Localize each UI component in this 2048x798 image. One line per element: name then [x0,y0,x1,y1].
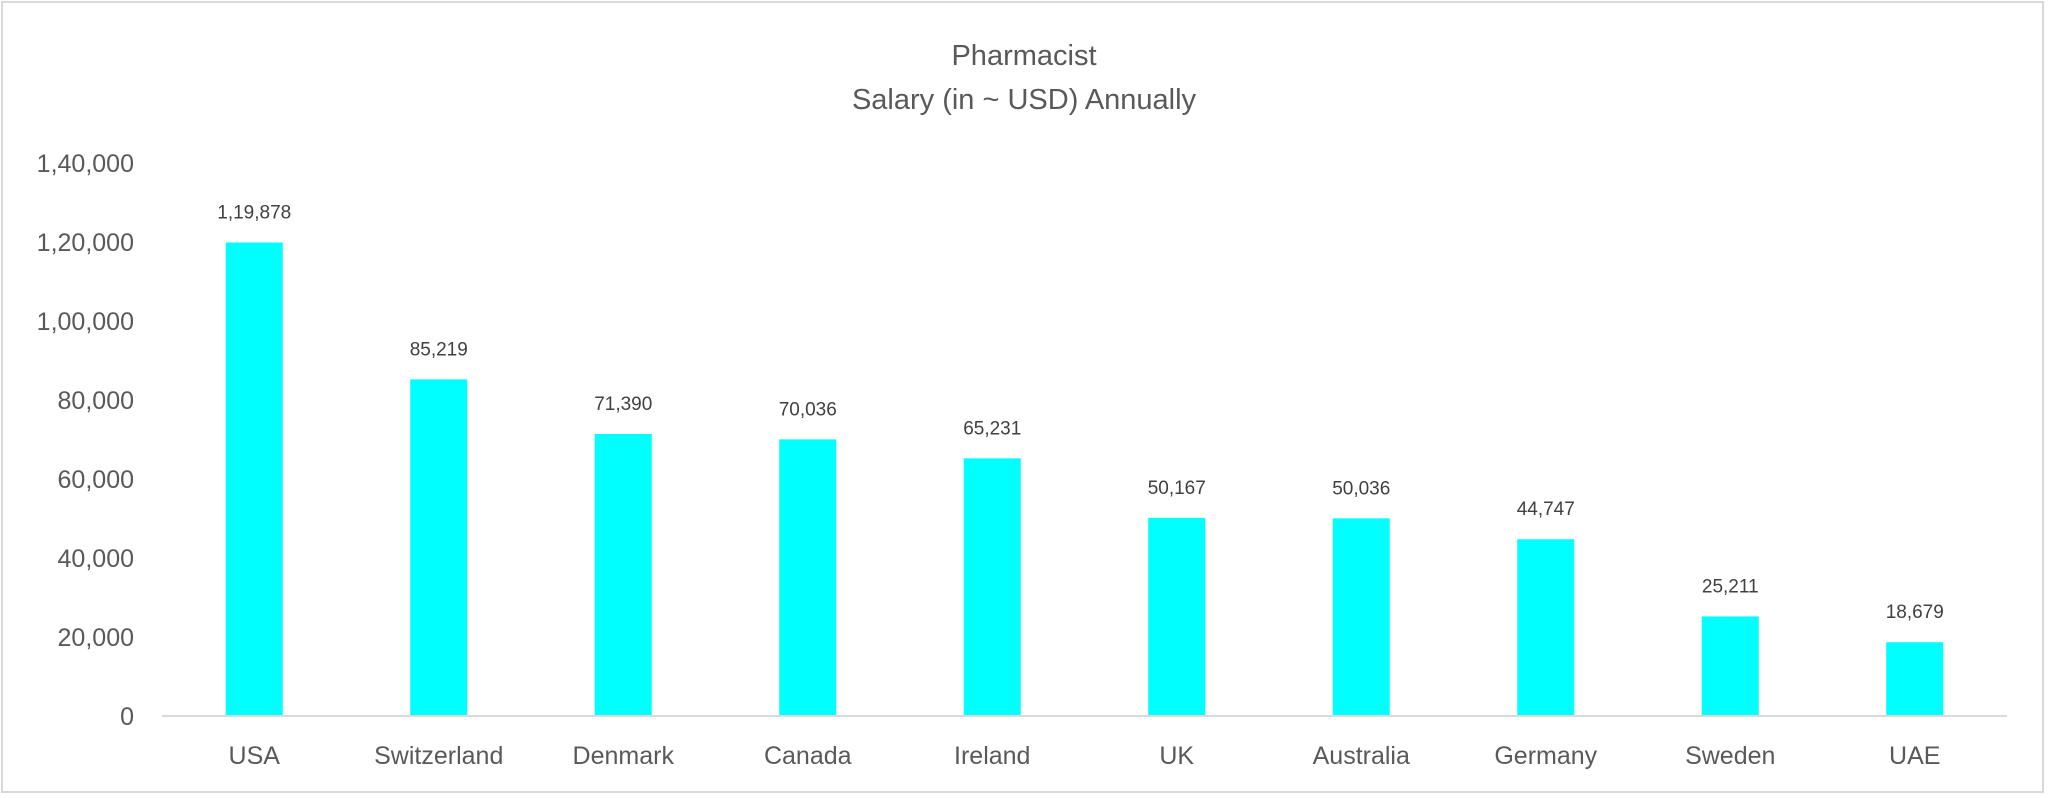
data-label: 25,211 [1702,576,1759,597]
bar-uae [1886,642,1944,716]
x-tick-label: Canada [764,742,852,770]
data-label: 65,231 [963,418,1021,439]
data-label: 50,036 [1332,478,1390,499]
y-tick-label: 1,00,000 [37,308,134,336]
y-tick-label: 1,20,000 [37,229,134,257]
data-label: 70,036 [779,399,837,420]
y-tick-label: 40,000 [58,545,134,573]
y-tick-label: 80,000 [58,387,134,415]
chart-title: Pharmacist [951,40,1096,72]
x-tick-label: Sweden [1685,742,1775,770]
bar-sweden [1701,616,1759,716]
data-label: 71,390 [594,394,652,415]
bar-denmark [594,434,652,716]
x-tick-label: Ireland [954,742,1030,770]
bar-switzerland [410,379,468,716]
bar-australia [1332,518,1390,716]
chart-subtitle: Salary (in ~ USD) Annually [852,84,1197,116]
y-tick-label: 60,000 [58,466,134,494]
data-label: 1,19,878 [217,202,291,223]
x-tick-label: Switzerland [374,742,503,770]
data-label: 18,679 [1886,602,1944,623]
bar-canada [779,439,837,716]
x-tick-label: Denmark [573,742,675,770]
y-tick-label: 1,40,000 [37,150,134,178]
bar-ireland [963,458,1021,716]
x-tick-label: Germany [1494,742,1597,770]
bar-uk [1148,517,1206,716]
x-tick-label: UK [1159,742,1194,770]
bar-germany [1517,539,1575,716]
x-tick-label: UAE [1889,742,1940,770]
x-tick-label: USA [229,742,281,770]
data-label: 50,167 [1148,478,1206,499]
bar-usa [225,242,283,716]
data-label: 85,219 [410,339,468,360]
y-tick-label: 0 [120,703,134,731]
data-label: 44,747 [1517,499,1575,520]
y-tick-label: 20,000 [58,624,134,652]
x-tick-label: Australia [1313,742,1410,770]
